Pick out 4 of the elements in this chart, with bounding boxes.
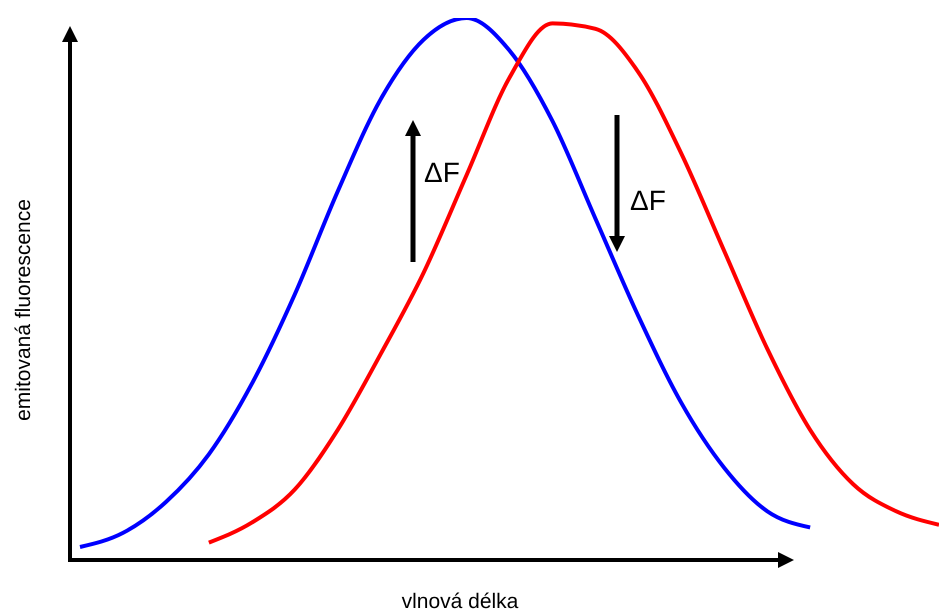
x-axis-title: vlnová délka — [402, 590, 519, 613]
y-axis-title: emitovaná fluorescence — [12, 199, 35, 421]
annotation: ΔF — [424, 157, 460, 188]
annotation: ΔF — [630, 185, 666, 216]
